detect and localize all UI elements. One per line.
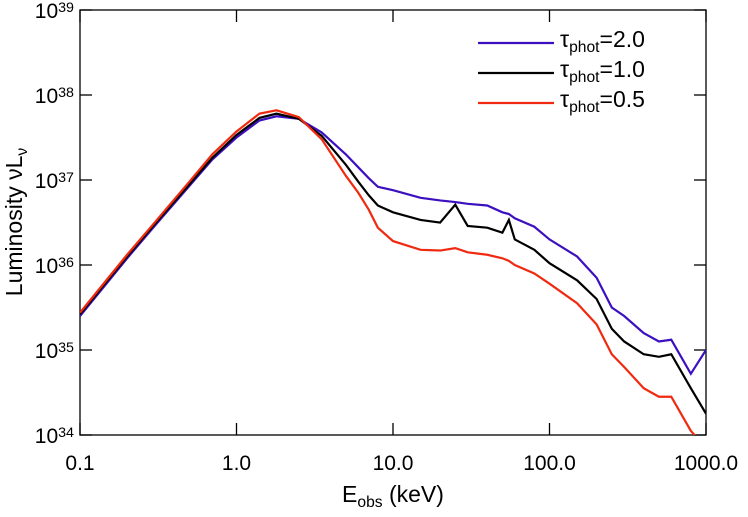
x-axis-label: Eobs (keV) (342, 481, 444, 511)
y-tick-label: 1034 (35, 425, 74, 448)
x-tick-label: 1.0 (222, 452, 251, 475)
y-axis-label: Luminosity νLν (1, 148, 31, 297)
data-line (80, 112, 706, 415)
data-line (80, 109, 697, 435)
x-tick-label: 100.0 (523, 452, 576, 475)
y-tick-label: 1037 (35, 170, 74, 193)
y-tick-label: 1038 (35, 85, 74, 108)
x-tick-label: 1000.0 (674, 452, 738, 475)
plot-lines (80, 109, 706, 435)
legend-label: τphot=1.0 (560, 56, 645, 86)
x-tick-label: 10.0 (373, 452, 414, 475)
y-tick-label: 1039 (35, 0, 74, 23)
y-tick-label: 1035 (35, 340, 74, 363)
y-tick-label: 1036 (35, 255, 74, 278)
legend-label: τphot=2.0 (560, 26, 645, 56)
legend-label: τphot=0.5 (560, 86, 645, 116)
data-line (80, 115, 706, 376)
x-tick-label: 0.1 (65, 452, 94, 475)
